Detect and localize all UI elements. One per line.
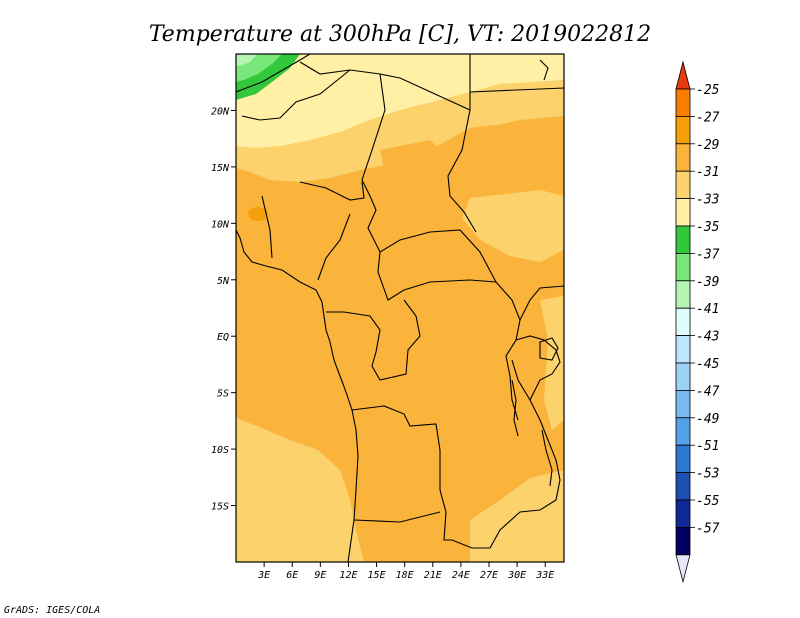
latitude-ticks: 20N 15N 10N 5N EQ 5S 10S 15S xyxy=(211,106,236,513)
lon-tick-label: 27E xyxy=(480,570,498,581)
colorbar-swatch xyxy=(675,444,691,474)
colorbar-label: -55 xyxy=(696,494,720,509)
coast-east xyxy=(539,59,549,81)
colorbar-label: -45 xyxy=(696,357,720,372)
lat-tick-label: 5S xyxy=(217,389,229,400)
border-7 xyxy=(299,181,365,201)
lat-tick-label: 15N xyxy=(211,163,230,174)
temperature-map: 20N 15N 10N 5N EQ 5S 10S 15S 3E 6E 9E 12E 15E 18E 21E… xyxy=(211,53,565,581)
border-11 xyxy=(326,299,421,381)
colorbar-swatch xyxy=(675,170,691,199)
field-35-33 xyxy=(236,54,564,148)
lon-tick-label: 21E xyxy=(424,570,442,581)
colorbar: -25 -27 -29 -31 -33 -35 -37 -39 -41 -43 -45 -47 -49 -… xyxy=(675,60,720,584)
colorbar-swatch xyxy=(675,362,691,391)
colorbar-label: -35 xyxy=(696,220,720,235)
border-1 xyxy=(236,54,311,93)
lake-tanganyika xyxy=(511,379,519,437)
lon-tick-label: 30E xyxy=(507,570,526,581)
colorbar-label: -39 xyxy=(696,275,719,290)
lon-tick-label: 3E xyxy=(257,570,270,581)
map-frame xyxy=(235,53,565,563)
border-15 xyxy=(515,335,561,401)
credit-text: GrADS: IGES/COLA xyxy=(4,605,100,616)
colorbar-swatch xyxy=(675,252,691,282)
longitude-ticks: 3E 6E 9E 12E 15E 18E 21E 24E 27E 30E 33E xyxy=(257,562,554,581)
lon-tick-label: 9E xyxy=(314,570,326,581)
colorbar-swatch xyxy=(675,143,691,172)
colorbar-top-arrow xyxy=(675,60,691,90)
field-33-31-east-strip xyxy=(540,296,564,430)
temperature-field xyxy=(236,54,564,562)
colorbar-swatch xyxy=(675,472,691,501)
boundaries xyxy=(236,54,564,562)
colorbar-label: -25 xyxy=(696,83,720,98)
field-31-29-north-patch-2 xyxy=(380,140,450,178)
lake-malawi xyxy=(541,429,553,487)
field-33-31-south xyxy=(236,418,364,562)
colorbar-label: -27 xyxy=(696,110,720,125)
colorbar-swatch xyxy=(675,527,691,556)
colorbar-swatch xyxy=(675,280,691,309)
colorbar-label: -29 xyxy=(696,138,719,153)
border-14 xyxy=(489,359,561,549)
colorbar-label: -51 xyxy=(696,439,719,454)
field-33-31-east xyxy=(462,190,564,262)
lon-tick-label: 12E xyxy=(339,570,357,581)
lat-tick-label: 5N xyxy=(217,276,230,287)
lat-tick-label: 10S xyxy=(211,445,229,456)
lon-tick-label: 24E xyxy=(452,570,470,581)
lat-tick-label: 20N xyxy=(211,106,230,117)
colorbar-label: -57 xyxy=(696,521,720,536)
colorbar-label: -43 xyxy=(696,330,719,345)
colorbar-swatch xyxy=(675,116,691,145)
border-16 xyxy=(519,285,564,321)
colorbar-bottom-arrow xyxy=(675,554,691,584)
border-4 xyxy=(241,69,351,121)
field-29-27-spot xyxy=(248,207,268,221)
field-41-39 xyxy=(236,54,258,66)
border-3 xyxy=(361,73,497,283)
lat-tick-label: 10N xyxy=(211,219,230,230)
colorbar-label: -41 xyxy=(696,302,719,317)
lon-tick-label: 15E xyxy=(368,570,386,581)
border-8 xyxy=(261,195,273,259)
border-13 xyxy=(353,511,441,523)
field-33-31-southeast xyxy=(470,470,564,562)
colorbar-swatch xyxy=(675,499,691,528)
colorbar-label: -47 xyxy=(696,384,720,399)
lake-victoria xyxy=(539,337,559,361)
map-title: Temperature at 300hPa [C], VT: 201902281… xyxy=(149,22,651,47)
coastline-west xyxy=(236,229,359,562)
colorbar-label: -49 xyxy=(696,412,719,427)
border-12 xyxy=(351,405,490,549)
lon-tick-label: 33E xyxy=(535,570,554,581)
border-5 xyxy=(447,109,477,233)
colorbar-swatch xyxy=(675,417,691,446)
lat-tick-label: EQ xyxy=(217,332,229,343)
colorbar-swatch xyxy=(675,389,691,419)
border-10 xyxy=(377,251,521,421)
colorbar-swatch xyxy=(675,88,691,117)
colorbar-swatch xyxy=(675,225,691,254)
lat-tick-label: 15S xyxy=(211,502,229,513)
colorbar-label: -31 xyxy=(696,165,719,180)
colorbar-label: -53 xyxy=(696,467,719,482)
colorbar-label: -33 xyxy=(696,193,719,208)
lon-tick-label: 6E xyxy=(286,570,298,581)
colorbar-swatch xyxy=(675,198,691,227)
border-6 xyxy=(469,87,564,93)
colorbar-swatch xyxy=(675,307,691,337)
lon-tick-label: 18E xyxy=(396,570,414,581)
field-31-29-north-patch xyxy=(460,116,564,180)
colorbar-label: -37 xyxy=(696,247,720,262)
border-9 xyxy=(317,213,351,281)
colorbar-swatch xyxy=(675,335,691,364)
